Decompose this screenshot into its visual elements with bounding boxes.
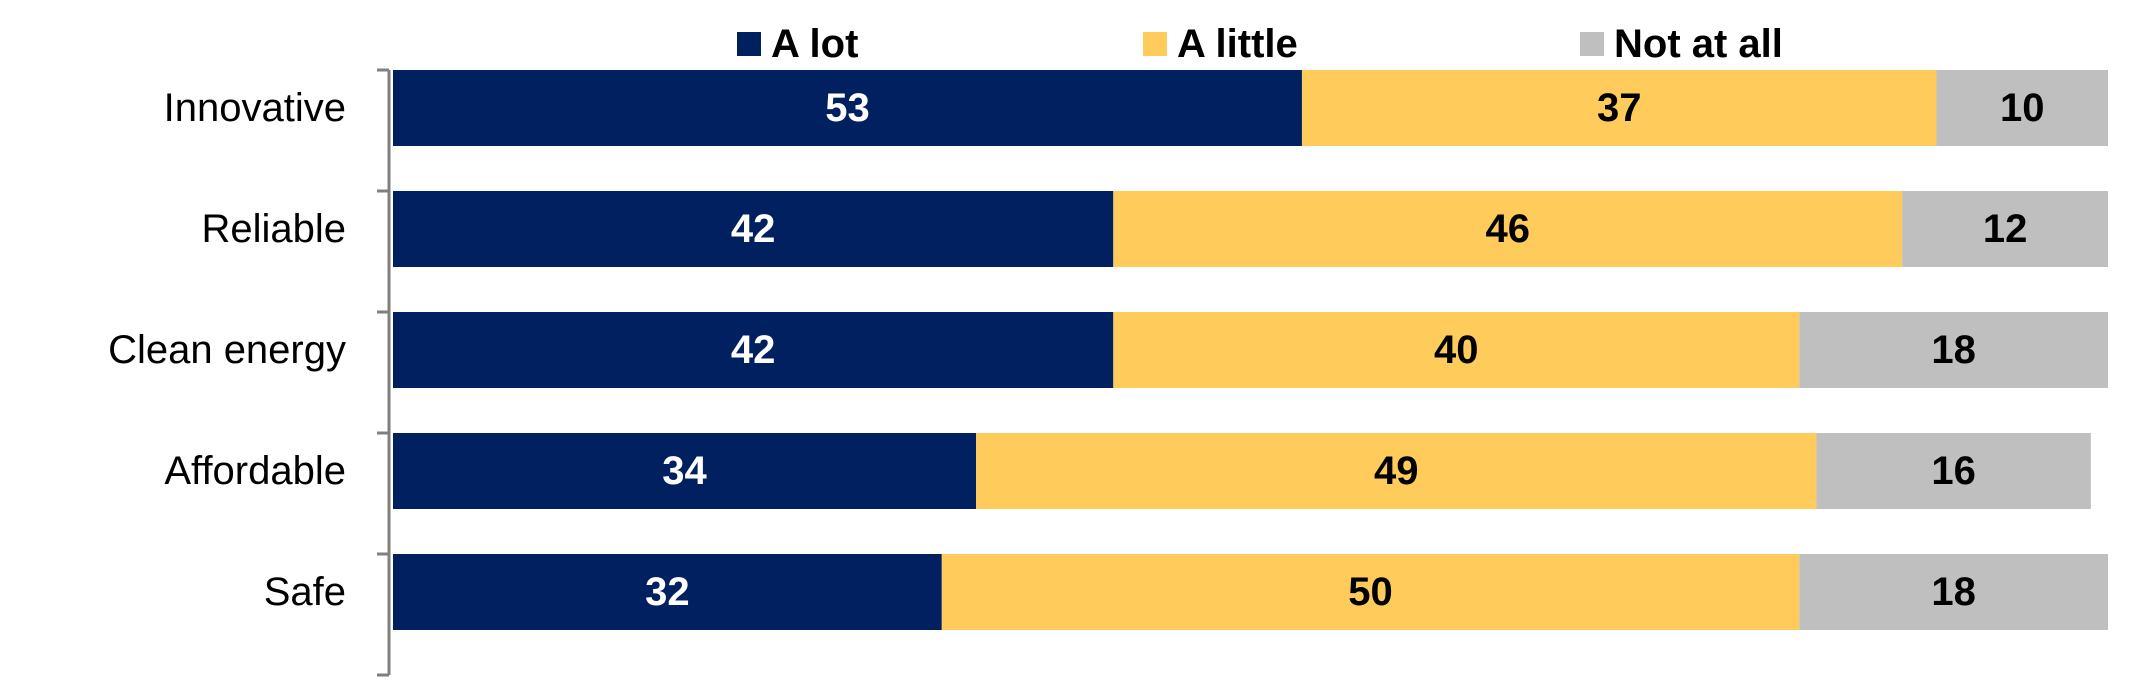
legend-label-a-little: A little (1177, 22, 1298, 66)
bar-reliable-not-at-all (1902, 191, 2108, 267)
data-label-reliable-not-at-all: 12 (1983, 207, 2028, 251)
data-label-clean-energy-a-little: 40 (1434, 328, 1479, 372)
bar-clean-energy-a-little (1113, 312, 1800, 388)
category-label-safe: Safe (264, 570, 346, 614)
bar-clean-energy-not-at-all (1799, 312, 2108, 388)
bar-innovative-a-lot (393, 70, 1302, 146)
legend-label-not-at-all: Not at all (1614, 22, 1783, 66)
chart-plot-area: 53 37 10 42 46 12 42 40 18 34 49 16 32 50 18 (393, 70, 2108, 630)
bar-innovative-not-at-all (1936, 70, 2108, 146)
data-label-affordable-not-at-all: 16 (1931, 449, 1976, 493)
data-label-innovative-a-lot: 53 (825, 86, 870, 130)
bar-affordable-a-little (976, 433, 1817, 509)
bar-clean-energy-a-lot (393, 312, 1114, 388)
data-label-safe-a-little: 50 (1348, 570, 1393, 614)
data-label-innovative-not-at-all: 10 (2000, 86, 2045, 130)
bar-affordable-not-at-all (1816, 433, 2091, 509)
bar-safe-a-lot (393, 554, 942, 630)
data-label-safe-a-lot: 32 (645, 570, 690, 614)
data-label-clean-energy-a-lot: 42 (731, 328, 776, 372)
bar-affordable-a-lot (393, 433, 977, 509)
category-label-affordable: Affordable (164, 449, 346, 493)
chart-legend: A lot A little Not at all (737, 22, 1783, 66)
data-label-clean-energy-not-at-all: 18 (1931, 328, 1976, 372)
legend-label-a-lot: A lot (771, 22, 858, 66)
category-label-innovative: Innovative (164, 86, 346, 130)
bar-reliable-a-little (1113, 191, 1903, 267)
bar-safe-not-at-all (1799, 554, 2108, 630)
data-label-innovative-a-little: 37 (1597, 86, 1642, 130)
legend-swatch-not-at-all (1580, 32, 1604, 56)
category-label-reliable: Reliable (201, 207, 346, 251)
data-label-affordable-a-little: 49 (1374, 449, 1419, 493)
data-label-affordable-a-lot: 34 (662, 449, 707, 493)
bar-innovative-a-little (1301, 70, 1937, 146)
category-axis: Innovative Reliable Clean energy Affordable… (108, 68, 391, 677)
data-label-reliable-a-lot: 42 (731, 207, 776, 251)
data-label-safe-not-at-all: 18 (1931, 570, 1976, 614)
data-label-reliable-a-little: 46 (1486, 207, 1531, 251)
bar-reliable-a-lot (393, 191, 1114, 267)
legend-swatch-a-lot (737, 32, 761, 56)
legend-swatch-a-little (1143, 32, 1167, 56)
category-label-clean-energy: Clean energy (108, 328, 346, 372)
bar-safe-a-little (941, 554, 1800, 630)
